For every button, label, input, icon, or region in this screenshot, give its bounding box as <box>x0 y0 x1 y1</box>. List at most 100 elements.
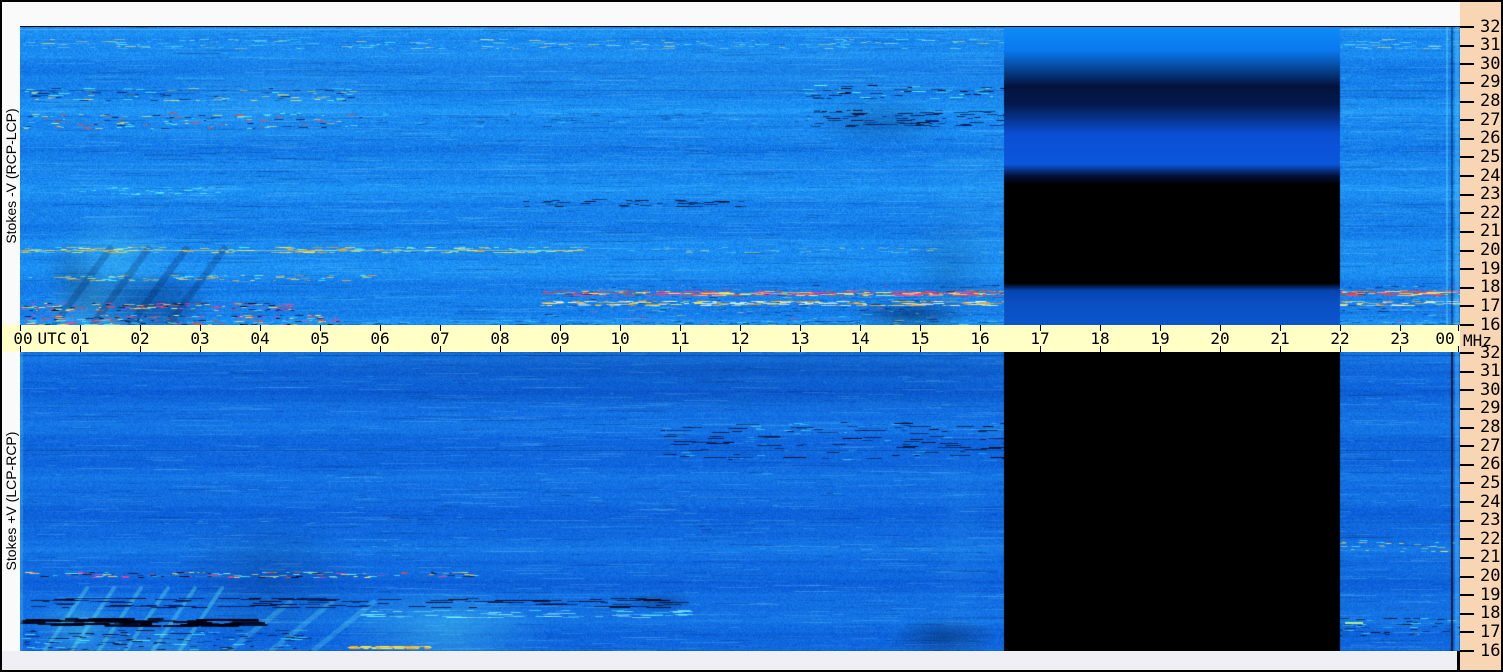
hour-tick <box>140 325 141 331</box>
hour-tick <box>560 346 561 352</box>
hour-label-10: 10 <box>610 329 630 348</box>
hour-tick <box>320 346 321 352</box>
hour-tick <box>980 346 981 352</box>
hour-tick <box>1280 325 1281 331</box>
hour-tick <box>380 325 381 331</box>
freq-tick-mark <box>1460 249 1474 252</box>
hour-label-21: 21 <box>1270 329 1290 348</box>
hour-label-22: 22 <box>1330 329 1350 348</box>
freq-tick-label: 21 <box>1480 221 1501 242</box>
freq-tick-mark <box>1460 463 1474 466</box>
freq-tick-label: 32 <box>1480 342 1501 363</box>
hour-label-12: 12 <box>730 329 750 348</box>
hour-tick <box>1400 346 1401 352</box>
hour-label-19: 19 <box>1150 329 1170 348</box>
freq-tick-mark <box>1460 63 1474 66</box>
hour-tick <box>80 325 81 331</box>
hour-tick <box>920 346 921 352</box>
hour-tick <box>680 346 681 352</box>
freq-tick-label: 19 <box>1480 258 1501 279</box>
hour-label-20: 20 <box>1210 329 1230 348</box>
hour-label-11: 11 <box>670 329 690 348</box>
freq-tick-label: 26 <box>1480 454 1501 475</box>
freq-tick-mark <box>1460 230 1474 233</box>
freq-tick-label: 16 <box>1480 640 1501 661</box>
freq-tick-mark <box>1460 137 1474 140</box>
freq-tick-mark <box>1460 352 1474 354</box>
hour-label-04: 04 <box>250 329 270 348</box>
hour-tick <box>1100 346 1101 352</box>
freq-tick-label: 29 <box>1480 72 1501 93</box>
bottom-panel-ylabel: Stokes +V (LCP-RCP) <box>3 431 19 571</box>
freq-tick-label: 22 <box>1480 528 1501 549</box>
freq-tick-label: 28 <box>1480 91 1501 111</box>
hour-tick <box>1458 325 1459 331</box>
hour-label-14: 14 <box>850 329 870 348</box>
freq-tick-mark <box>1460 407 1474 410</box>
hour-label-02: 02 <box>130 329 150 348</box>
freq-tick-label: 28 <box>1480 417 1501 437</box>
freq-tick-label: 24 <box>1480 165 1501 186</box>
hour-label-16: 16 <box>970 329 990 348</box>
freq-tick-label: 27 <box>1480 109 1501 130</box>
freq-tick-label: 31 <box>1480 35 1501 56</box>
freq-tick-mark <box>1460 305 1474 308</box>
freq-tick-mark <box>1460 538 1474 541</box>
freq-tick-label: 27 <box>1480 435 1501 456</box>
hour-label-07: 07 <box>430 329 450 348</box>
freq-tick-mark <box>1460 501 1474 503</box>
freq-tick-label: 18 <box>1480 277 1501 298</box>
freq-tick-label: 21 <box>1480 547 1501 568</box>
freq-tick-label: 17 <box>1480 621 1501 642</box>
hour-tick <box>20 346 21 352</box>
hour-tick <box>20 325 21 331</box>
hour-tick <box>740 325 741 331</box>
freq-tick-mark <box>1460 482 1474 485</box>
freq-tick-label: 26 <box>1480 128 1501 149</box>
hour-tick <box>320 325 321 331</box>
freq-tick-mark <box>1460 370 1474 373</box>
hour-label-13: 13 <box>790 329 810 348</box>
hour-label-03: 03 <box>190 329 210 348</box>
freq-tick-mark <box>1460 81 1474 84</box>
hour-tick <box>1220 325 1221 331</box>
hour-tick <box>500 325 501 331</box>
freq-tick-label: 32 <box>1480 16 1501 37</box>
freq-tick-label: 19 <box>1480 584 1501 605</box>
hour-label-09: 09 <box>550 329 570 348</box>
hour-tick <box>380 346 381 352</box>
mhz-unit-label: MHz <box>1463 331 1492 350</box>
hour-label-15: 15 <box>910 329 930 348</box>
freq-tick-mark <box>1460 426 1474 429</box>
freq-tick-label: 30 <box>1480 53 1501 74</box>
hour-tick <box>620 346 621 352</box>
hour-tick <box>200 346 201 352</box>
freq-tick-label: 29 <box>1480 398 1501 419</box>
hour-label-01: 01 <box>70 329 90 348</box>
freq-tick-mark <box>1460 44 1474 47</box>
freq-tick-label: 30 <box>1480 379 1501 400</box>
hour-label-24: 00 <box>1435 329 1455 348</box>
hour-tick <box>860 346 861 352</box>
hour-tick <box>1040 325 1041 331</box>
freq-tick-mark <box>1460 612 1474 615</box>
freq-tick-label: 17 <box>1480 295 1501 316</box>
freq-tick-mark <box>1460 445 1474 448</box>
spectrogram-stokes-plus-v <box>20 352 1460 651</box>
freq-tick-label: 20 <box>1480 566 1501 586</box>
hour-tick <box>1340 346 1341 352</box>
freq-tick-mark <box>1460 389 1474 392</box>
hour-tick <box>860 325 861 331</box>
hour-tick <box>1340 325 1341 331</box>
freq-tick-mark <box>1460 268 1474 271</box>
hour-label-00: 00 <box>13 329 33 348</box>
frequency-scale: MHz 32 31 30 29 28 27 26 25 24 23 22 21 20 19 18 17 16 32… <box>1460 2 1501 670</box>
hour-tick <box>920 325 921 331</box>
hour-tick <box>800 325 801 331</box>
title-bar: AJ4CO Observatory 20 Jun 2016 - DPS on T… <box>2 2 1460 46</box>
freq-tick-mark <box>1460 650 1474 652</box>
hour-tick <box>1220 346 1221 352</box>
freq-tick-mark <box>1460 175 1474 177</box>
freq-tick-label: 23 <box>1480 184 1501 205</box>
